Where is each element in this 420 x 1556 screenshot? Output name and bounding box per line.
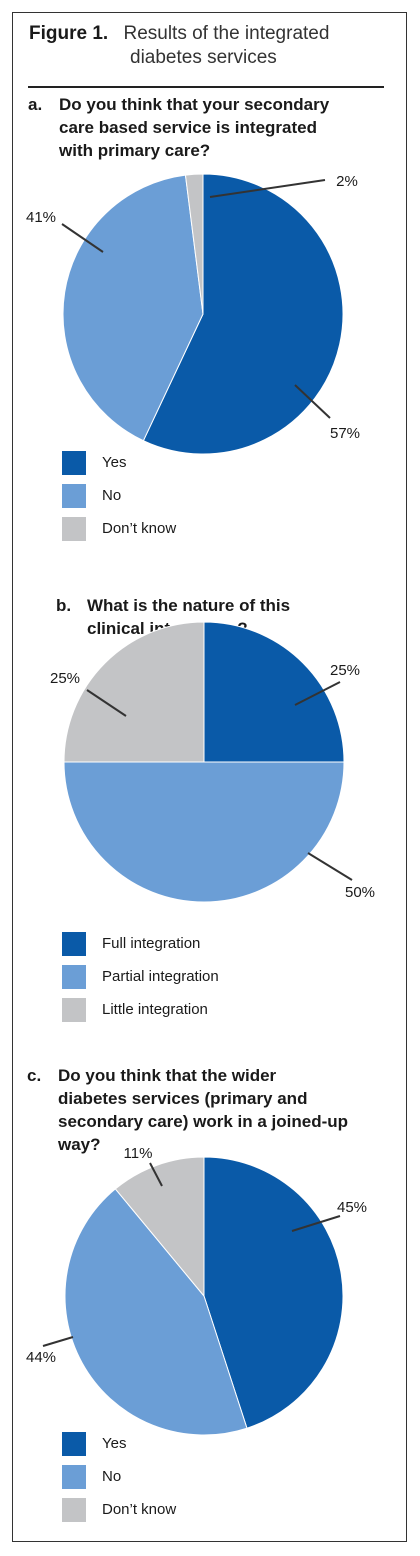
legend-item: Don’t know — [62, 1493, 176, 1526]
legend-swatch — [62, 1497, 86, 1522]
leader-line — [209, 179, 326, 198]
data-label: 45% — [337, 1199, 367, 1216]
figure-frame — [12, 12, 407, 1542]
data-label: 25% — [330, 662, 360, 679]
legend-item: Yes — [62, 1427, 176, 1460]
legend-swatch — [62, 964, 86, 989]
data-label: 41% — [26, 209, 56, 226]
legend-swatch — [62, 450, 86, 475]
panel-b-letter: b. — [56, 596, 72, 615]
legend-swatch — [62, 483, 86, 508]
panel-c-question: c. Do you think that the wider diabetes … — [27, 1064, 398, 1156]
legend-item: No — [62, 479, 176, 512]
pie-slice — [114, 1156, 205, 1298]
leader-line — [61, 223, 104, 253]
legend-label: Yes — [102, 1435, 127, 1452]
legend-label: Full integration — [102, 935, 201, 952]
leader-line — [291, 1215, 341, 1232]
panel-c-question-line: way? — [58, 1135, 101, 1154]
panel-c-letter: c. — [27, 1066, 42, 1085]
legend-a: Yes No Don’t know — [62, 446, 176, 545]
pie-slice — [62, 174, 204, 442]
panel-a-question-line: with primary care? — [59, 141, 211, 160]
leader-line — [42, 1336, 74, 1347]
figure-label: Figure 1 — [29, 23, 103, 44]
leader-line — [294, 681, 341, 706]
pie-slice — [64, 1188, 248, 1436]
legend-c: Yes No Don’t know — [62, 1427, 176, 1526]
legend-label: Yes — [102, 454, 127, 471]
legend-label: Don’t know — [102, 1501, 177, 1518]
figure-caption-line2: diabetes services — [130, 47, 277, 68]
leader-line — [294, 384, 331, 419]
legend-swatch — [62, 997, 86, 1022]
pie-slice — [203, 1156, 344, 1429]
panel-c-question-line: Do you think that the wider — [58, 1066, 277, 1085]
legend-swatch — [62, 1464, 86, 1489]
leader-line — [86, 689, 127, 717]
legend-label: Partial integration — [102, 968, 219, 985]
figure-label-dot: . — [102, 23, 109, 44]
legend-item: Don’t know — [62, 512, 176, 545]
legend-item: Little integration — [62, 993, 219, 1026]
panel-a-question-line: care based service is integrated — [59, 118, 317, 137]
data-label: 50% — [345, 884, 375, 901]
figure-title: Figure 1. Results of the integrated diab… — [29, 22, 369, 70]
legend-label: Don’t know — [102, 520, 177, 537]
data-label: 44% — [26, 1349, 56, 1366]
legend-label: No — [102, 487, 122, 504]
panel-c-question-line: diabetes services (primary and — [58, 1089, 308, 1108]
panel-a-question-line: Do you think that your secondary — [59, 95, 330, 114]
legend-item: Yes — [62, 446, 176, 479]
legend-label: Little integration — [102, 1001, 208, 1018]
leader-line — [307, 852, 353, 881]
figure-caption-line1: Results of the integrated — [123, 23, 330, 44]
pie-slice — [63, 621, 205, 763]
panel-a-letter: a. — [28, 95, 43, 114]
legend-b: Full integration Partial integration Lit… — [62, 927, 219, 1026]
legend-label: No — [102, 1468, 122, 1485]
legend-swatch — [62, 516, 86, 541]
legend-swatch — [62, 1431, 86, 1456]
title-divider — [28, 86, 384, 88]
panel-b-question-line: What is the nature of this — [87, 596, 291, 615]
legend-swatch — [62, 931, 86, 956]
panel-a-question: a. Do you think that your secondary care… — [28, 93, 389, 162]
pie-slice — [142, 173, 344, 455]
data-label: 2% — [336, 173, 358, 190]
panel-c-question-line: secondary care) work in a joined-up — [58, 1112, 349, 1131]
data-label: 25% — [50, 670, 80, 687]
legend-item: Partial integration — [62, 960, 219, 993]
legend-item: Full integration — [62, 927, 219, 960]
pie-slice — [63, 761, 345, 903]
leader-line — [149, 1162, 163, 1187]
data-label: 11% — [124, 1145, 153, 1162]
pie-slice — [184, 173, 204, 315]
data-label: 57% — [330, 425, 360, 442]
legend-item: No — [62, 1460, 176, 1493]
pie-slice — [203, 621, 345, 763]
